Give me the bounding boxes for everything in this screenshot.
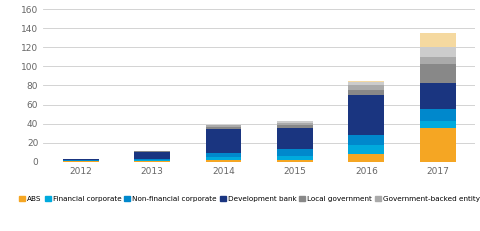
Bar	[277, 121, 313, 123]
Bar	[420, 64, 456, 83]
Bar	[420, 57, 456, 64]
Bar	[348, 154, 384, 162]
Bar	[420, 109, 456, 121]
Bar	[420, 47, 456, 57]
Bar	[348, 90, 384, 95]
Bar	[134, 151, 170, 152]
Bar	[205, 125, 241, 127]
Bar	[134, 160, 170, 161]
Bar	[63, 161, 98, 162]
Bar	[134, 159, 170, 160]
Bar	[205, 160, 241, 162]
Bar	[277, 128, 313, 149]
Bar	[205, 129, 241, 153]
Bar	[134, 161, 170, 162]
Bar	[348, 135, 384, 145]
Bar	[205, 153, 241, 157]
Bar	[348, 81, 384, 82]
Bar	[134, 152, 170, 159]
Bar	[420, 121, 456, 128]
Bar	[348, 145, 384, 154]
Bar	[277, 123, 313, 125]
Bar	[63, 159, 98, 161]
Bar	[205, 157, 241, 160]
Bar	[205, 127, 241, 129]
Bar	[420, 128, 456, 162]
Bar	[348, 95, 384, 135]
Bar	[277, 160, 313, 162]
Bar	[420, 33, 456, 47]
Bar	[277, 125, 313, 128]
Bar	[277, 149, 313, 155]
Bar	[348, 82, 384, 85]
Bar	[277, 155, 313, 160]
Legend: ABS, Financial corporate, Non-financial corporate, Development bank, Local gover: ABS, Financial corporate, Non-financial …	[17, 193, 480, 205]
Bar	[348, 85, 384, 90]
Bar	[420, 83, 456, 109]
